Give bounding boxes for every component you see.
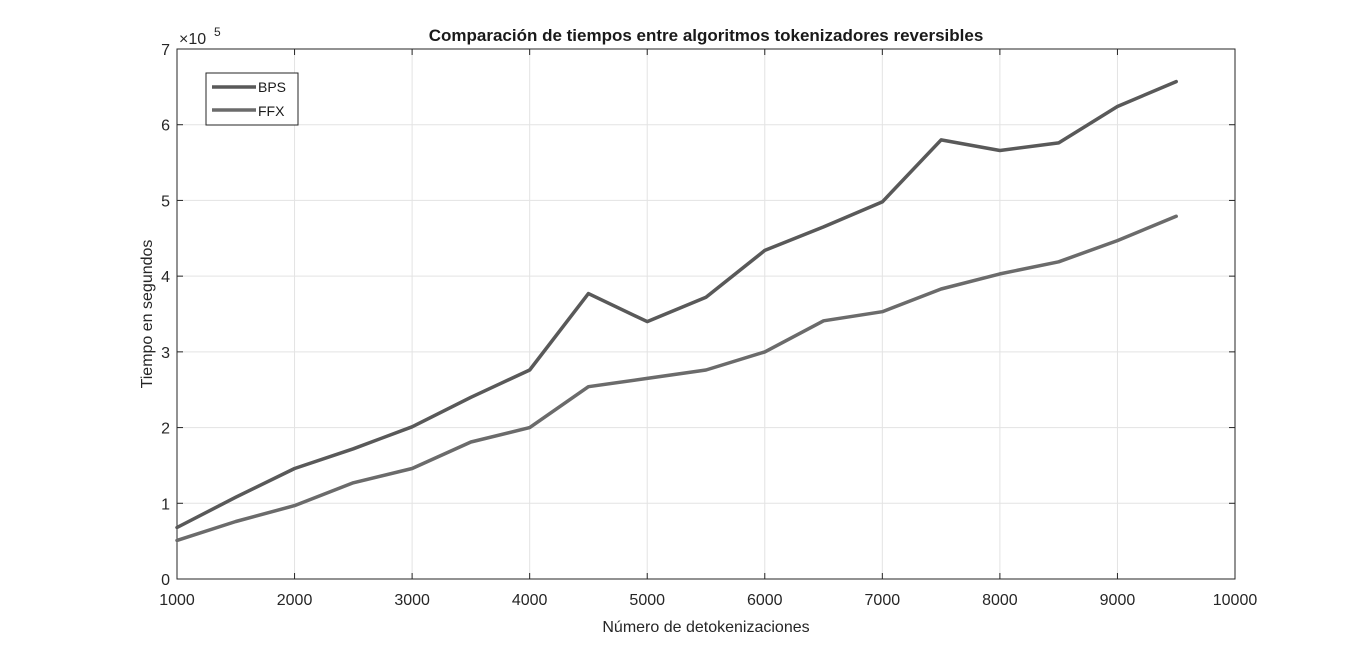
- x-axis-label: Número de detokenizaciones: [602, 619, 809, 636]
- y-tick-label: 6: [161, 118, 170, 135]
- x-tick-label: 9000: [1100, 592, 1136, 609]
- y-tick-label: 7: [161, 42, 170, 59]
- x-tick-label: 1000: [159, 592, 195, 609]
- series-line-bps: [175, 79, 1178, 530]
- x-axis-ticks: 1000 2000 3000 4000 5000 6000 7000 8000 9000 1000…: [159, 49, 1257, 609]
- y-tick-label: 3: [161, 345, 170, 362]
- y-tick-label: 4: [161, 269, 170, 286]
- legend-box: [205, 72, 299, 126]
- chart-title: Comparación de tiempos entre algoritmos …: [429, 26, 984, 45]
- x-tick-label: 8000: [982, 592, 1018, 609]
- x-tick-label: 7000: [865, 592, 901, 609]
- x-tick-label: 5000: [629, 592, 665, 609]
- y-tick-label: 1: [161, 496, 170, 513]
- y-exponent-base: ×10: [179, 31, 206, 48]
- grid-lines: [176, 48, 1236, 580]
- plot-area-border: [176, 48, 1236, 580]
- y-tick-label: 5: [161, 193, 170, 210]
- legend-label-bps: BPS: [258, 79, 286, 95]
- legend-label-ffx: FFX: [258, 103, 285, 119]
- series-line-ffx: [175, 214, 1178, 543]
- x-tick-label: 4000: [512, 592, 548, 609]
- y-exponent-label: ×10 5: [179, 25, 221, 48]
- x-tick-label: 3000: [394, 592, 430, 609]
- series-lines: [175, 79, 1178, 543]
- x-tick-label: 2000: [277, 592, 313, 609]
- x-tick-label: 6000: [747, 592, 783, 609]
- y-tick-label: 0: [161, 572, 170, 589]
- y-exponent-power: 5: [214, 25, 221, 39]
- y-axis-ticks: 0 1 2 3 4 5 6 7: [161, 42, 1235, 589]
- y-axis-label: Tiempo en segundos: [139, 240, 156, 389]
- legend: BPS FFX: [205, 72, 299, 126]
- y-tick-label: 2: [161, 421, 170, 438]
- x-tick-label: 10000: [1213, 592, 1258, 609]
